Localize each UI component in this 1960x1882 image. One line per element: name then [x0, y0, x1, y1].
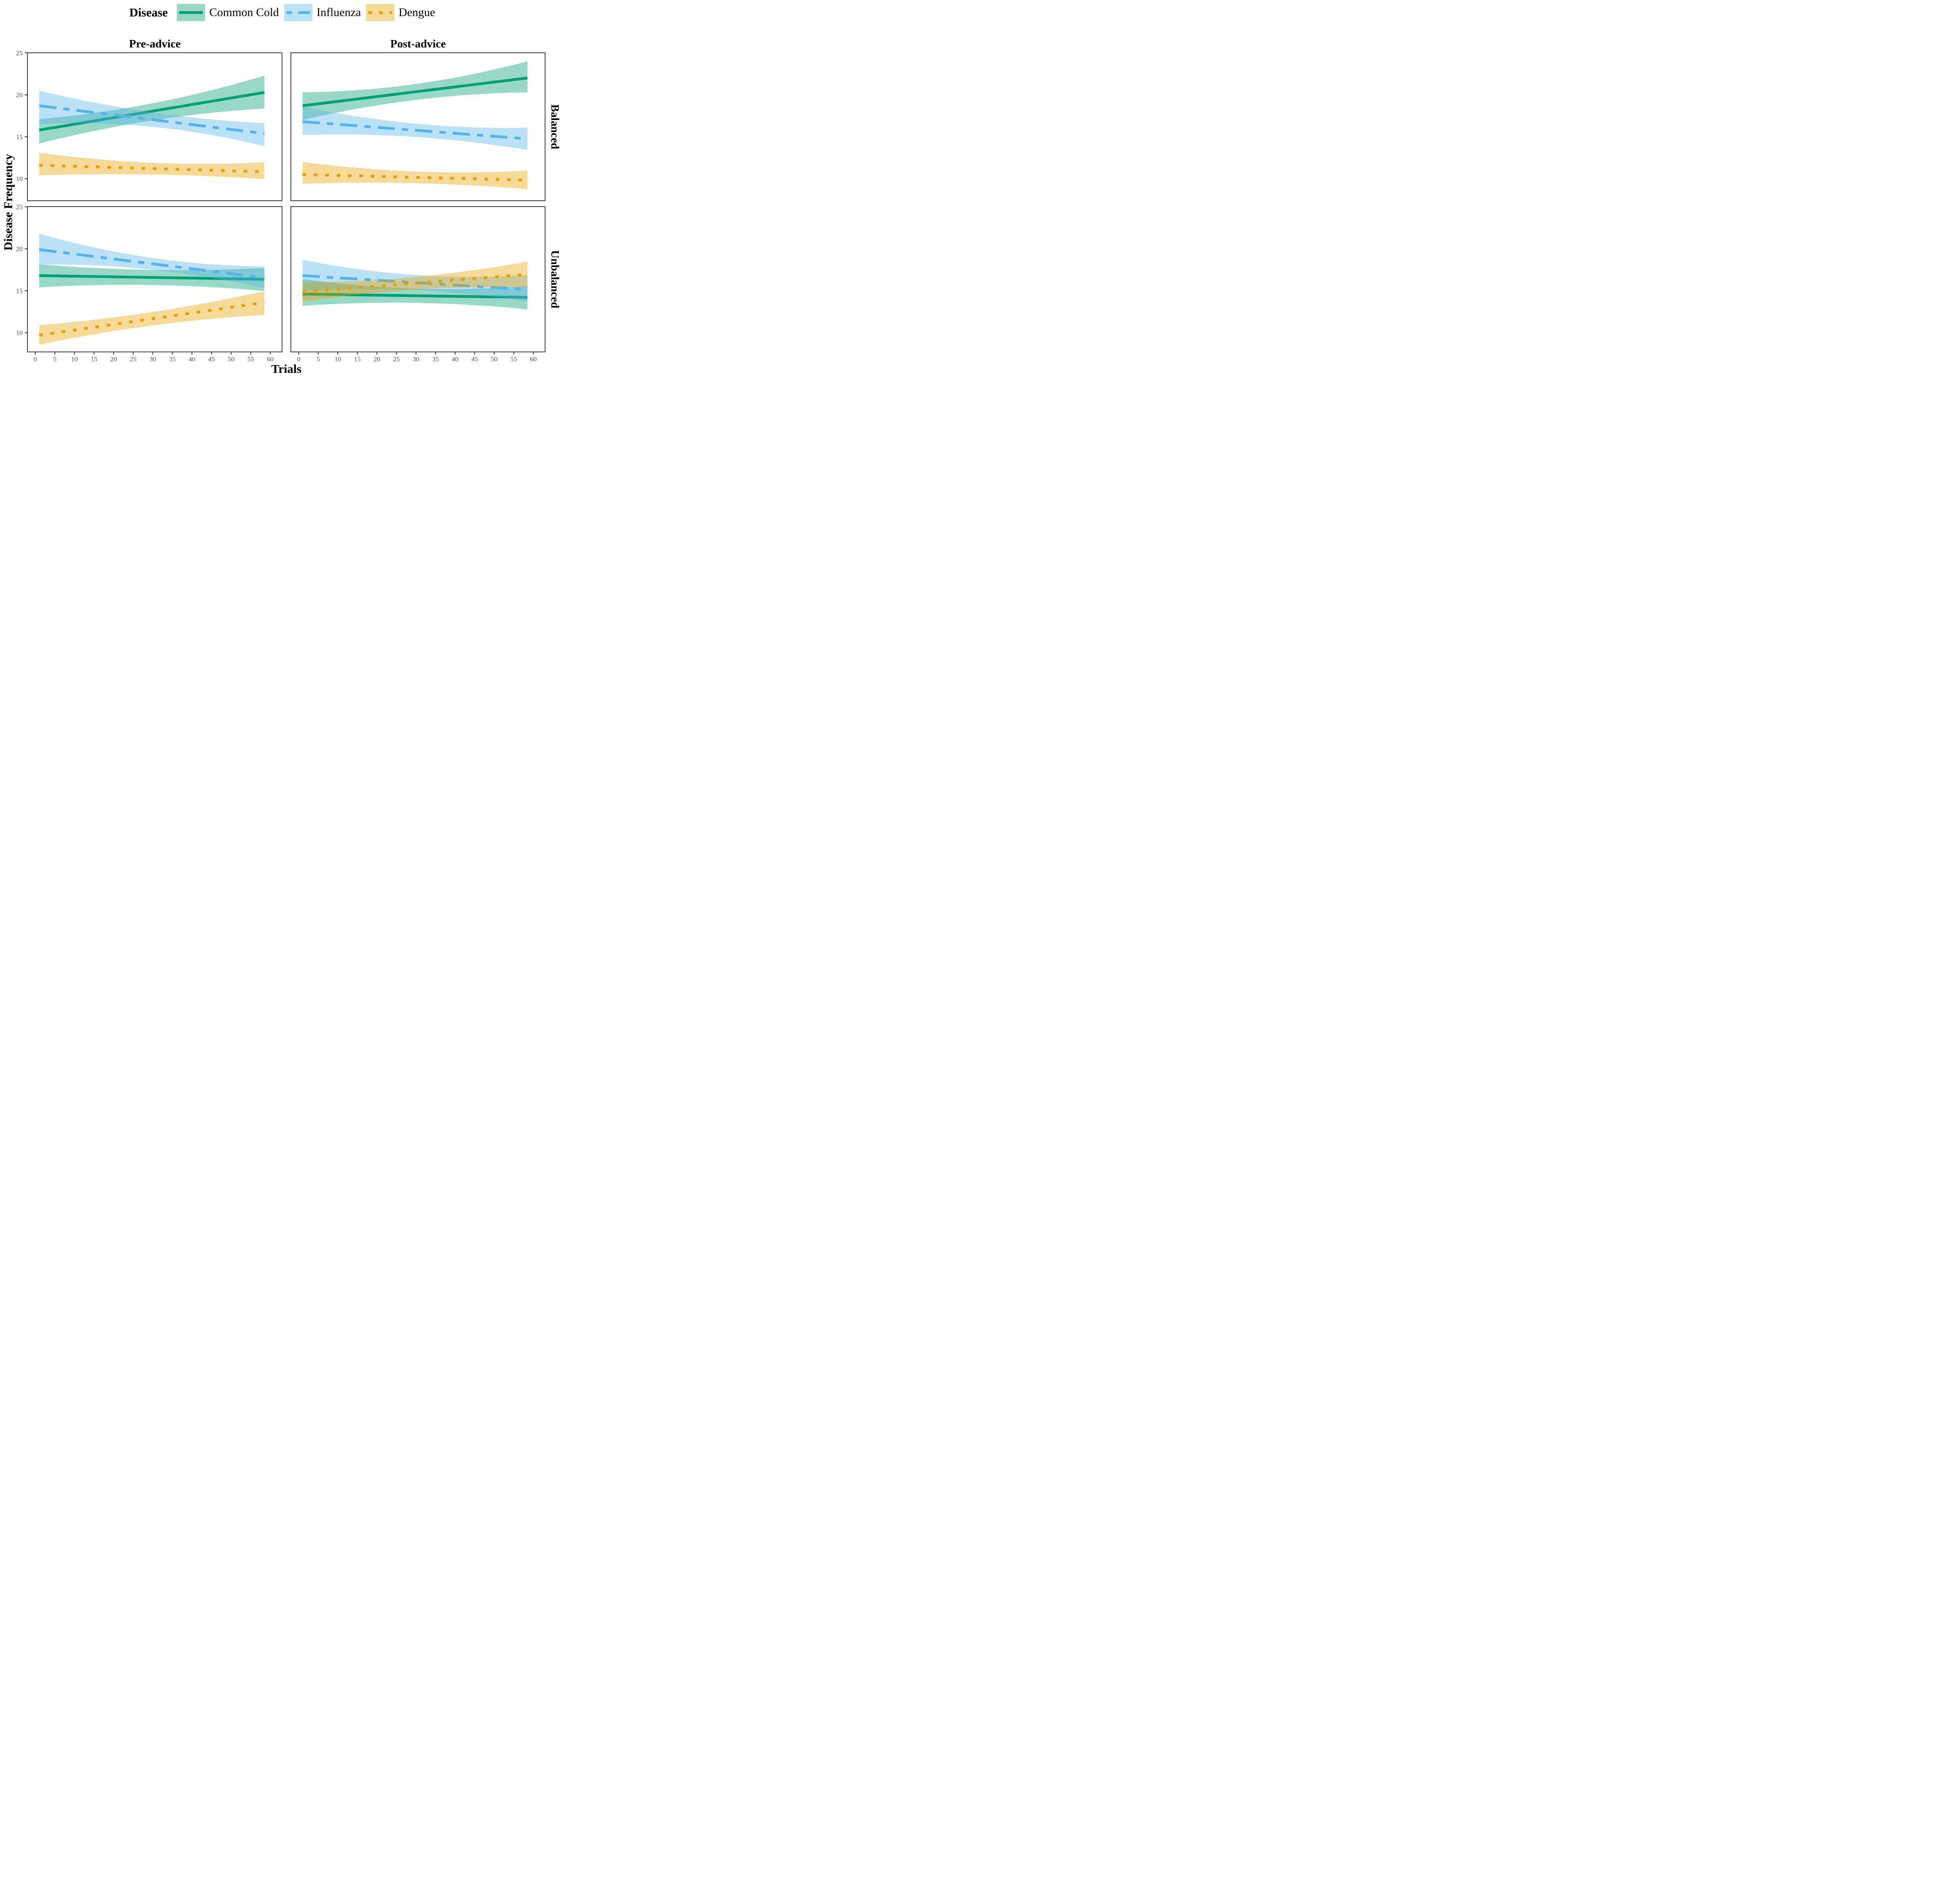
y-tick-label: 20 [16, 245, 23, 253]
x-tick-label: 10 [334, 356, 341, 363]
x-tick-label: 40 [189, 356, 195, 363]
x-tick-label: 30 [149, 356, 156, 363]
y-tick-label: 25 [16, 49, 23, 57]
panel-border [27, 206, 283, 352]
legend: Disease Common Cold Influenza Dengue [0, 2, 564, 23]
dengue-line [302, 273, 528, 294]
y-tick-label: 25 [16, 203, 23, 211]
x-tick-label: 5 [53, 356, 57, 363]
dengue-line [302, 173, 528, 182]
influenza-line [39, 248, 265, 280]
x-tick-label: 60 [267, 356, 274, 363]
common_cold-line [302, 76, 528, 107]
x-tick-label: 20 [110, 356, 117, 363]
y-tick-label: 15 [16, 133, 23, 141]
facet-grid-plot: 0 5 10 15 20 25 30 35 40 45 50 55 60 0 5 10 15 20 25 30 35 40… [16, 49, 546, 363]
y-tick-label: 20 [16, 91, 23, 99]
dengue-ribbon [302, 162, 528, 189]
common_cold-ribbon [39, 75, 265, 144]
x-axis-ticks: 0 5 10 15 20 25 30 35 40 45 50 55 60 0 5 10 15 20 25 30 35 40… [34, 352, 537, 363]
legend-label-influenza: Influenza [316, 6, 361, 19]
y-tick-label: 10 [16, 329, 23, 336]
dengue-line [39, 164, 265, 173]
legend-key-dengue-icon [366, 4, 394, 21]
panel-border [27, 52, 283, 201]
panel-border [290, 52, 546, 201]
x-tick-label: 20 [374, 356, 380, 363]
x-tick-label: 25 [130, 356, 136, 363]
facet-row-strip-unbalanced: Unbalanced [548, 250, 561, 309]
faceted-smooth-chart: Disease Common Cold Influenza Dengue Pre… [0, 0, 564, 376]
dengue-legend-swatch [366, 4, 394, 21]
x-tick-label: 0 [297, 356, 301, 363]
x-tick-label: 15 [354, 356, 361, 363]
x-tick-label: 45 [208, 356, 215, 363]
x-tick-label: 55 [510, 356, 517, 363]
x-tick-label: 5 [317, 356, 320, 363]
common_cold-line [39, 274, 265, 281]
x-axis-title: Trials [271, 362, 301, 376]
x-tick-label: 40 [452, 356, 459, 363]
y-axis-ticks: 25 20 15 10 25 20 15 10 [16, 49, 27, 336]
influenza-line [39, 104, 265, 135]
influenza-ribbon [302, 260, 528, 302]
panel-pre-advice-balanced [27, 52, 283, 201]
y-tick-label: 10 [16, 175, 23, 183]
x-tick-label: 35 [432, 356, 439, 363]
panel-post-advice-balanced [290, 52, 546, 201]
y-tick-label: 15 [16, 287, 23, 294]
legend-item-influenza: Influenza [284, 4, 361, 21]
x-tick-label: 30 [413, 356, 419, 363]
influenza-ribbon [302, 106, 528, 150]
dengue-line [39, 301, 265, 337]
legend-title: Disease [129, 5, 168, 19]
legend-label-dengue: Dengue [398, 6, 436, 19]
x-tick-label: 50 [491, 356, 497, 363]
legend-item-common-cold: Common Cold [177, 4, 279, 21]
influenza-legend-swatch [284, 4, 312, 21]
panel-post-advice-unbalanced [290, 206, 546, 352]
panel-pre-advice-unbalanced [27, 206, 283, 352]
panel-border [290, 206, 546, 352]
legend-label-common-cold: Common Cold [209, 6, 279, 19]
common_cold-line [39, 91, 265, 132]
legend-key-common-cold-icon [177, 4, 205, 21]
common_cold-legend-swatch [177, 4, 205, 21]
x-tick-label: 25 [393, 356, 400, 363]
x-tick-label: 55 [247, 356, 254, 363]
x-tick-label: 50 [228, 356, 234, 363]
common_cold-ribbon [302, 279, 528, 310]
x-tick-label: 10 [71, 356, 78, 363]
legend-key-influenza-icon [284, 4, 312, 21]
x-tick-label: 60 [530, 356, 537, 363]
x-tick-label: 45 [471, 356, 478, 363]
dengue-ribbon [39, 153, 265, 179]
dengue-ribbon [302, 262, 528, 302]
influenza-ribbon [39, 233, 265, 288]
facet-row-strip-balanced: Balanced [548, 104, 561, 149]
x-tick-label: 15 [91, 356, 97, 363]
legend-item-dengue: Dengue [366, 4, 435, 21]
facet-column-title-post-advice: Post-advice [390, 38, 446, 50]
facet-column-title-pre-advice: Pre-advice [129, 38, 181, 50]
x-tick-label: 0 [34, 356, 37, 363]
x-tick-label: 35 [169, 356, 176, 363]
common_cold-line [302, 292, 528, 299]
